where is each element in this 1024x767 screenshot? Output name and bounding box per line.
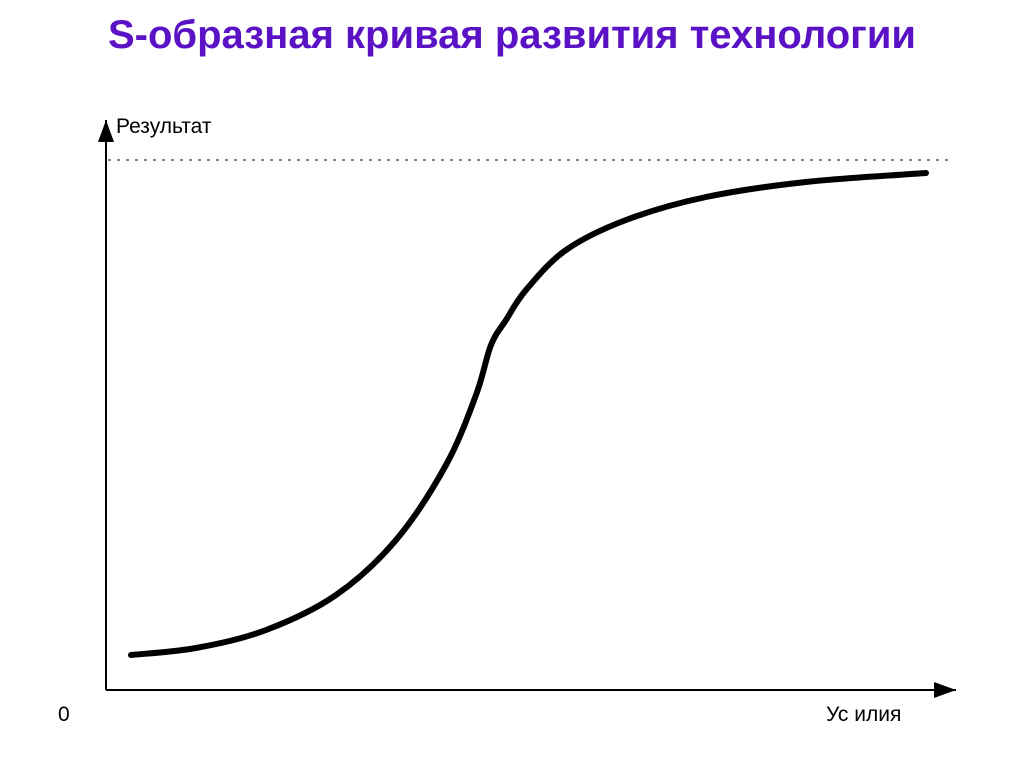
y-axis-label: Результат	[116, 115, 212, 139]
slide-title: S-образная кривая развития технологии	[0, 0, 1024, 58]
slide: S-образная кривая развития технологии Ре…	[0, 0, 1024, 767]
x-axis-label: Ус илия	[826, 703, 901, 727]
origin-label: 0	[58, 703, 70, 727]
x-axis-arrowhead	[934, 682, 956, 698]
y-axis-arrowhead	[98, 120, 114, 142]
s-curve-chart: Результат Ус илия 0	[46, 115, 976, 730]
s-curve	[131, 173, 926, 655]
chart-svg	[46, 115, 976, 730]
